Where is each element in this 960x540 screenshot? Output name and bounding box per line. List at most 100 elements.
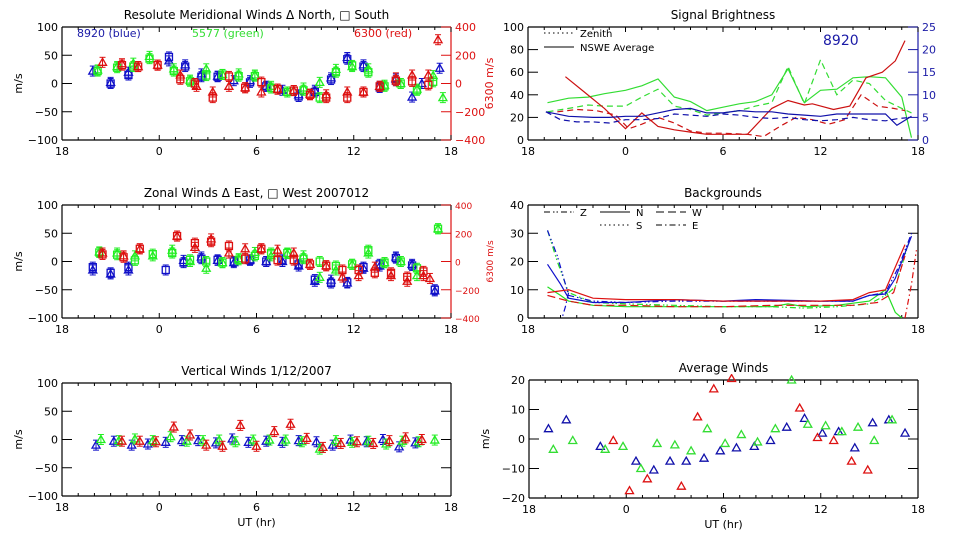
y-tick-label: −50	[35, 462, 58, 475]
data-layer	[545, 40, 913, 138]
y-tick-label: 50	[44, 49, 58, 62]
data-point-triangle	[794, 402, 805, 412]
data-point-triangle	[595, 441, 606, 451]
data-point-triangle	[886, 414, 898, 424]
x-tick-label: 12	[347, 501, 361, 514]
y-tick-label: 0	[51, 434, 58, 447]
x-tick-label: 12	[347, 145, 361, 158]
x-tick-label: 18	[444, 323, 458, 336]
data-layer	[90, 418, 440, 455]
legend-label: S	[636, 221, 642, 232]
data-point-triangle	[869, 435, 880, 445]
series-line-blue-z	[546, 230, 913, 304]
x-tick-label: 0	[622, 145, 629, 158]
y2-tick-label: 5	[922, 111, 929, 124]
series-line-blue-n	[546, 235, 913, 304]
y-tick-label: 40	[510, 199, 524, 212]
x-tick-label: 6	[253, 145, 260, 158]
x-tick-label: 6	[720, 323, 727, 336]
y2-tick-label: 10	[922, 89, 936, 102]
y-tick-label: 100	[37, 199, 58, 212]
y-tick-label: 50	[44, 405, 58, 418]
y-tick-label: 30	[510, 227, 524, 240]
x-tick-label: 18	[55, 145, 69, 158]
annotation-label: 8920	[823, 33, 859, 49]
x-tick-label: 12	[814, 145, 828, 158]
y-tick-label: 0	[51, 256, 58, 269]
x-tick-label: 0	[156, 145, 163, 158]
y2-tick-label: −200	[455, 106, 485, 119]
y-tick-label: −100	[28, 312, 58, 325]
data-point-triangle	[846, 455, 857, 465]
data-point-triangle	[828, 435, 839, 445]
legend-label: Zenith	[580, 29, 612, 40]
data-point-triangle	[648, 464, 659, 474]
x-tick-label: 18	[444, 145, 458, 158]
y-tick-label: 80	[510, 44, 524, 57]
x-tick-label: 6	[720, 145, 727, 158]
series-line-red-nswe	[565, 40, 906, 135]
y-tick-label: 0	[518, 433, 525, 446]
series-line-green-nswe	[547, 67, 913, 138]
x-tick-label: 18	[521, 323, 535, 336]
series-line-red-zenith	[557, 93, 906, 138]
y-axis-label: m/s	[479, 429, 492, 449]
annotation-label: 6300 (red)	[354, 27, 412, 40]
y-tick-label: −20	[502, 492, 525, 505]
y-tick-label: 10	[510, 284, 524, 297]
y-tick-label: 100	[503, 21, 524, 34]
y-axis-label: m/s	[12, 73, 25, 93]
data-point-triangle	[812, 432, 823, 442]
data-layer	[87, 34, 449, 104]
data-point-triangle	[624, 485, 635, 495]
x-tick-label: 6	[253, 323, 260, 336]
y-axis-label: m/s	[12, 429, 25, 449]
data-point-triangle	[862, 464, 873, 474]
x-axis-label: UT (hr)	[704, 518, 742, 531]
data-point-triangle	[749, 441, 760, 451]
data-point-triangle	[708, 383, 719, 393]
series-line-red-e	[904, 250, 917, 318]
y-tick-label: 60	[510, 66, 524, 79]
annotation-label: 5577 (green)	[192, 27, 264, 40]
series-line-blue-nswe	[545, 107, 912, 127]
series-line-red-n	[547, 244, 906, 302]
legend-label: N	[636, 208, 643, 219]
y-tick-label: 20	[510, 256, 524, 269]
data-point-triangle	[899, 427, 911, 437]
x-tick-label: 18	[911, 323, 925, 336]
y-tick-label: 0	[517, 312, 524, 325]
data-point-triangle	[765, 435, 776, 445]
data-point-triangle	[715, 445, 726, 455]
data-point-triangle	[852, 421, 864, 431]
data-point-triangle	[736, 429, 747, 439]
data-point-triangle	[849, 442, 860, 452]
data-point-triangle	[600, 444, 611, 453]
x-tick-label: 12	[814, 323, 828, 336]
y2-tick-label: 20	[922, 44, 936, 57]
chart-title: Average Winds	[679, 361, 769, 375]
legend-label: E	[692, 221, 698, 232]
meridional-winds-panel: Resolute Meridional Winds Δ North, □ Sou…	[12, 8, 496, 158]
data-point-triangle	[752, 436, 763, 446]
x-tick-label: 6	[720, 503, 727, 516]
y-tick-label: −100	[28, 134, 58, 147]
y-tick-label: −10	[502, 463, 525, 476]
chart-title: Zonal Winds Δ East, □ West 2007012	[144, 186, 369, 200]
x-tick-label: 18	[55, 323, 69, 336]
y2-tick-label: 25	[922, 21, 936, 34]
data-point-triangle	[681, 455, 692, 465]
chart-title: Resolute Meridional Winds Δ North, □ Sou…	[124, 8, 390, 22]
series-line-green-z	[546, 230, 911, 309]
data-point-triangle	[720, 438, 731, 448]
x-tick-label: 12	[347, 323, 361, 336]
data-point-triangle	[702, 423, 713, 433]
x-tick-label: 0	[623, 503, 630, 516]
data-point-triangle	[651, 438, 663, 448]
y-tick-label: 50	[44, 227, 58, 240]
